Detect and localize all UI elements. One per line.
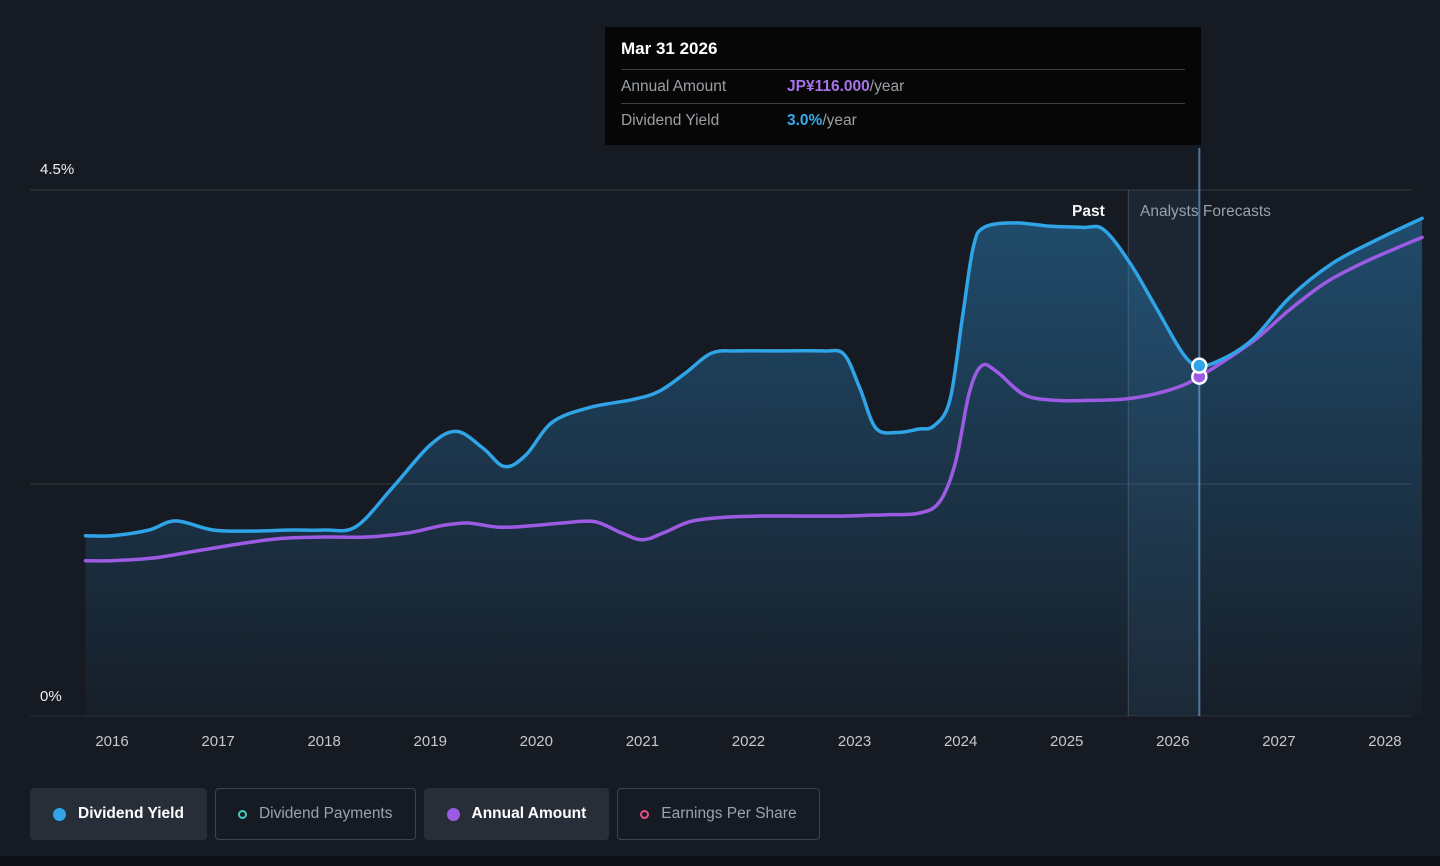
legend-label: Dividend Payments [258,805,393,822]
x-axis-label-2018: 2018 [307,733,340,750]
x-axis-label-2016: 2016 [95,733,128,750]
x-axis-label-2026: 2026 [1156,733,1189,750]
x-axis-label-2028: 2028 [1368,733,1401,750]
legend-item-earnings-per-share[interactable]: Earnings Per Share [617,788,820,840]
dividend-yield-area [85,218,1423,717]
legend-item-dividend-payments[interactable]: Dividend Payments [214,788,416,840]
tooltip-yield-suffix: /year [822,112,857,129]
tooltip-yield-label: Dividend Yield [621,112,720,129]
tooltip-date: Mar 31 2026 [621,39,718,58]
tooltip-row-dividend-yield: Dividend Yield 3.0%/year [621,103,1185,137]
x-axis-label-2019: 2019 [414,733,447,750]
past-label: Past [1072,203,1105,220]
tooltip-annual-value: JP¥116.000 [787,78,870,95]
chart-tooltip: Mar 31 2026 Annual Amount JP¥116.000/yea… [605,27,1201,145]
x-axis-label-2017: 2017 [201,733,234,750]
y-axis-max-label: 4.5% [40,161,75,178]
x-axis-label-2023: 2023 [838,733,871,750]
series-dot-icon [53,807,66,821]
x-axis-label-2027: 2027 [1262,733,1295,750]
x-axis-label-2021: 2021 [626,733,659,750]
tooltip-annual-label: Annual Amount [621,78,727,95]
series-ring-icon [640,809,650,819]
legend-label: Annual Amount [471,805,587,822]
dividend-history-chart[interactable]: 2016 2017 2018 2019 2020 2021 2022 2023 2024 2025… [0,0,1440,760]
bottom-strip [0,856,1440,866]
legend-label: Dividend Yield [78,805,184,822]
series-dot-icon [446,807,460,821]
tooltip-row-annual-amount: Annual Amount JP¥116.000/year [621,69,1185,103]
legend: Dividend Yield Dividend Payments Annual Am… [30,788,820,840]
tooltip-annual-suffix: /year [869,78,905,95]
y-axis-zero-label: 0% [40,688,62,705]
x-axis-label-2022: 2022 [732,733,765,750]
x-axis-label-2024: 2024 [944,733,977,750]
tooltip-yield-value: 3.0% [787,112,823,129]
x-axis-label-2020: 2020 [520,733,553,750]
series-ring-icon [237,809,247,819]
legend-label: Earnings Per Share [661,805,797,822]
legend-item-dividend-yield[interactable]: Dividend Yield [30,788,207,840]
dividend-yield-marker-dot [1191,357,1208,374]
x-axis-label-2025: 2025 [1050,733,1083,750]
legend-item-annual-amount[interactable]: Annual Amount [423,788,610,840]
dividend-yield-line [83,216,1424,538]
forecast-label: Analysts Forecasts [1140,203,1271,220]
